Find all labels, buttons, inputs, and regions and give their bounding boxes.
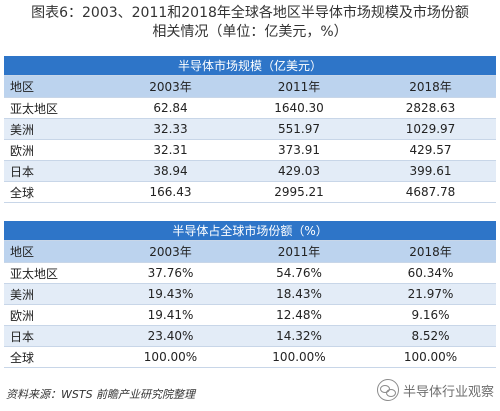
cell-value: 373.91 (233, 139, 365, 161)
table-row: 美洲 32.33 551.97 1029.97 (4, 118, 497, 140)
cell-value: 551.97 (233, 118, 365, 140)
table-row: 全球 100.00% 100.00% 100.00% (4, 346, 497, 368)
chart-title: 图表6：2003、2011和2018年全球各地区半导体市场规模及市场份额 相关情… (0, 4, 500, 42)
cell-value: 14.32% (233, 325, 365, 347)
table-row: 日本 23.40% 14.32% 8.52% (4, 325, 497, 347)
watermark: 半导体行业观察 (376, 379, 494, 401)
cell-value: 8.52% (365, 325, 497, 347)
cell-value: 2995.21 (233, 181, 365, 203)
header-2003: 2003年 (108, 75, 233, 98)
table-row: 日本 38.94 429.03 399.61 (4, 160, 497, 182)
row-region: 全球 (4, 181, 108, 203)
cell-value: 100.00% (108, 346, 233, 368)
table-row: 欧洲 19.41% 12.48% 9.16% (4, 304, 497, 326)
cell-value: 32.31 (108, 139, 233, 161)
row-region: 亚太地区 (4, 262, 108, 284)
table-row: 亚太地区 37.76% 54.76% 60.34% (4, 262, 497, 284)
section-title-market-size: 半导体市场规模（亿美元） (4, 56, 497, 76)
cell-value: 9.16% (365, 304, 497, 326)
cell-value: 1029.97 (365, 118, 497, 140)
table-header-row: 地区 2003年 2011年 2018年 (4, 75, 497, 98)
row-region: 全球 (4, 346, 108, 368)
cell-value: 12.48% (233, 304, 365, 326)
header-region: 地区 (4, 240, 108, 263)
cell-value: 100.00% (365, 346, 497, 368)
cell-value: 19.41% (108, 304, 233, 326)
cell-value: 429.03 (233, 160, 365, 182)
cell-value: 100.00% (233, 346, 365, 368)
cell-value: 21.97% (365, 283, 497, 305)
cell-value: 62.84 (108, 97, 233, 119)
header-2018: 2018年 (365, 75, 497, 98)
header-2018: 2018年 (365, 240, 497, 263)
table-row: 全球 166.43 2995.21 4687.78 (4, 181, 497, 203)
table-section-title: 半导体占全球市场份额（%） (4, 221, 497, 241)
market-share-table: 半导体占全球市场份额（%） 地区 2003年 2011年 2018年 亚太地区 … (4, 221, 497, 368)
header-2003: 2003年 (108, 240, 233, 263)
cell-value: 19.43% (108, 283, 233, 305)
cell-value: 32.33 (108, 118, 233, 140)
cell-value: 38.94 (108, 160, 233, 182)
cell-value: 54.76% (233, 262, 365, 284)
table-row: 美洲 19.43% 18.43% 21.97% (4, 283, 497, 305)
table-row: 欧洲 32.31 373.91 429.57 (4, 139, 497, 161)
row-region: 欧洲 (4, 304, 108, 326)
source-note: 资料来源：WSTS 前瞻产业研究院整理 (6, 388, 196, 401)
title-line-2: 相关情况（单位：亿美元，%） (152, 24, 348, 40)
table-row: 亚太地区 62.84 1640.30 2828.63 (4, 97, 497, 119)
cell-value: 429.57 (365, 139, 497, 161)
wechat-icon (376, 379, 399, 401)
row-region: 美洲 (4, 118, 108, 140)
cell-value: 1640.30 (233, 97, 365, 119)
cell-value: 4687.78 (365, 181, 497, 203)
cell-value: 60.34% (365, 262, 497, 284)
header-region: 地区 (4, 75, 108, 98)
cell-value: 23.40% (108, 325, 233, 347)
header-2011: 2011年 (233, 75, 365, 98)
cell-value: 399.61 (365, 160, 497, 182)
table-section-title: 半导体市场规模（亿美元） (4, 56, 497, 76)
row-region: 欧洲 (4, 139, 108, 161)
cell-value: 2828.63 (365, 97, 497, 119)
section-title-market-share: 半导体占全球市场份额（%） (4, 221, 497, 241)
watermark-text: 半导体行业观察 (402, 384, 494, 400)
market-size-table: 半导体市场规模（亿美元） 地区 2003年 2011年 2018年 亚太地区 6… (4, 56, 497, 203)
row-region: 日本 (4, 325, 108, 347)
table-header-row: 地区 2003年 2011年 2018年 (4, 240, 497, 263)
row-region: 亚太地区 (4, 97, 108, 119)
title-line-1: 图表6：2003、2011和2018年全球各地区半导体市场规模及市场份额 (31, 5, 469, 21)
row-region: 美洲 (4, 283, 108, 305)
cell-value: 18.43% (233, 283, 365, 305)
row-region: 日本 (4, 160, 108, 182)
cell-value: 37.76% (108, 262, 233, 284)
header-2011: 2011年 (233, 240, 365, 263)
cell-value: 166.43 (108, 181, 233, 203)
